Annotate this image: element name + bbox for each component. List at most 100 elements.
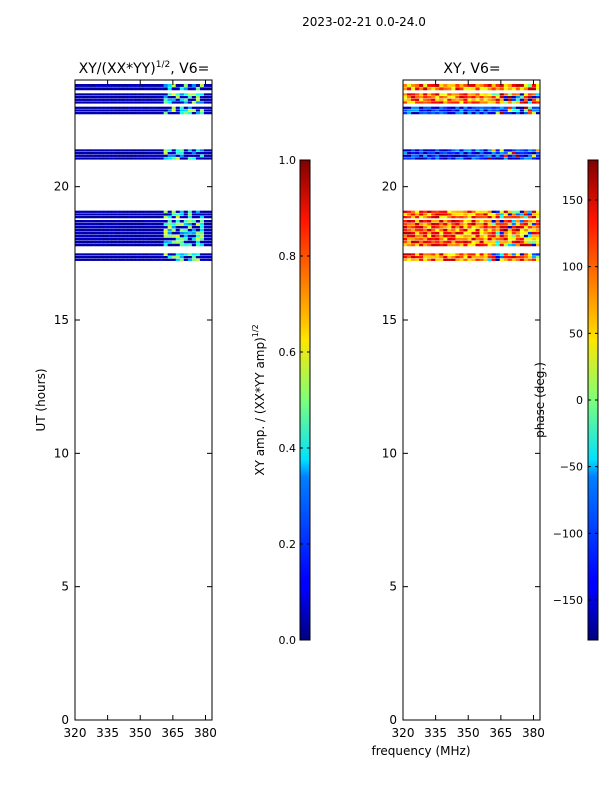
phase-heatmap-cell <box>403 258 408 261</box>
amp-heatmap-cell <box>83 106 88 109</box>
amp-heatmap-cell <box>199 106 205 109</box>
amp-heatmap-cell <box>87 216 92 219</box>
amp-heatmap-cell <box>175 256 181 259</box>
amp-heatmap-cell <box>115 210 120 213</box>
phase-heatmap-cell <box>467 93 472 96</box>
amp-heatmap-cell <box>167 243 173 247</box>
amp-heatmap-cell <box>107 210 112 213</box>
phase-heatmap-cell <box>419 93 424 96</box>
phase-heatmap-cell <box>447 112 452 115</box>
amp-heatmap-cell <box>163 222 168 226</box>
amp-heatmap-cell <box>151 109 156 112</box>
phase-heatmap-cell <box>503 256 509 259</box>
amp-heatmap-cell <box>171 256 177 259</box>
amp-heatmap-cell <box>159 101 164 104</box>
amp-heatmap-cell <box>187 84 193 87</box>
amp-heatmap-cell <box>99 253 104 256</box>
phase-heatmap-cell <box>419 256 424 259</box>
amp-ytick-label: 10 <box>54 446 69 460</box>
phase-heatmap-cell <box>475 210 480 213</box>
phase-heatmap-cell <box>447 225 452 229</box>
phase-heatmap-cell <box>483 149 488 152</box>
amp-heatmap-cell <box>159 93 164 96</box>
phase-heatmap-cell <box>471 240 476 244</box>
phase-heatmap-cell <box>527 216 533 219</box>
phase-heatmap-cell <box>419 152 424 155</box>
phase-heatmap-cell <box>503 84 509 87</box>
amp-heatmap-cell <box>207 93 213 96</box>
amp-heatmap-cell <box>111 234 116 238</box>
phase-heatmap-cell <box>455 258 460 261</box>
amp-heatmap-cell <box>87 87 92 91</box>
phase-heatmap-cell <box>411 213 416 216</box>
phase-heatmap-cell <box>527 231 533 235</box>
amp-heatmap-cell <box>203 93 209 96</box>
amp-heatmap-cell <box>155 213 160 216</box>
amp-heatmap-cell <box>111 96 116 99</box>
amp-heatmap-cell <box>115 112 120 115</box>
phase-heatmap-cell <box>511 213 517 216</box>
phase-heatmap-cell <box>443 96 448 99</box>
amp-heatmap-cell <box>99 237 104 241</box>
phase-heatmap-cell <box>439 225 444 229</box>
amp-heatmap-cell <box>83 237 88 241</box>
amp-heatmap-cell <box>163 93 168 96</box>
amp-heatmap-cell <box>75 149 80 152</box>
phase-heatmap-cell <box>403 152 408 155</box>
phase-heatmap-cell <box>423 87 428 91</box>
phase-heatmap-cell <box>523 216 529 219</box>
amp-heatmap-cell <box>187 231 193 235</box>
amp-heatmap-cell <box>79 253 84 256</box>
phase-heatmap-cell <box>471 253 476 256</box>
phase-heatmap-cell <box>443 225 448 229</box>
phase-heatmap-cell <box>439 87 444 91</box>
amp-heatmap-cell <box>91 152 96 155</box>
phase-heatmap-cell <box>515 228 521 232</box>
phase-colorbar-tick-label: −50 <box>560 461 583 474</box>
phase-heatmap-cell <box>531 157 537 160</box>
amp-heatmap-cell <box>171 213 177 216</box>
amp-heatmap-cell <box>95 225 100 229</box>
amp-heatmap-cell <box>183 231 189 235</box>
phase-heatmap-cell <box>511 98 517 101</box>
phase-heatmap-cell <box>527 234 533 238</box>
amp-heatmap-cell <box>199 216 205 219</box>
figure-suptitle: 2023-02-21 0.0-24.0 <box>302 15 426 29</box>
amp-heatmap-cell <box>183 216 189 219</box>
amp-heatmap-cell <box>147 213 152 216</box>
phase-heatmap-cell <box>431 101 436 104</box>
amp-heatmap-cell <box>191 228 197 232</box>
amp-heatmap-cell <box>99 228 104 232</box>
amp-heatmap-cell <box>195 87 201 91</box>
phase-heatmap-cell <box>443 84 448 87</box>
amp-heatmap-cell <box>191 93 197 96</box>
phase-heatmap-cell <box>403 96 408 99</box>
phase-heatmap-cell <box>427 106 432 109</box>
amp-heatmap-cell <box>147 149 152 152</box>
amp-heatmap-cell <box>207 157 213 160</box>
phase-heatmap-cell <box>507 96 513 99</box>
amp-heatmap-cell <box>187 216 193 219</box>
phase-heatmap-cell <box>419 154 424 157</box>
amp-heatmap-cell <box>179 98 185 101</box>
phase-heatmap-cell <box>455 231 460 235</box>
amp-heatmap-cell <box>75 154 80 157</box>
amp-heatmap-cell <box>95 234 100 238</box>
amp-heatmap-cell <box>143 240 148 244</box>
phase-heatmap-cell <box>415 220 420 223</box>
amp-heatmap-cell <box>199 225 205 229</box>
phase-heatmap-cell <box>471 213 476 216</box>
phase-heatmap-cell <box>411 152 416 155</box>
phase-heatmap-cell <box>435 237 440 241</box>
phase-heatmap-cell <box>535 98 541 101</box>
amp-heatmap-cell <box>207 240 213 244</box>
amp-heatmap-cell <box>123 231 128 235</box>
amp-heatmap-cell <box>147 106 152 109</box>
phase-heatmap-cell <box>471 98 476 101</box>
phase-heatmap-cell <box>415 84 420 87</box>
amp-colorbar: 0.00.20.40.60.81.0 XY amp. / (XX*YY amp)… <box>251 154 311 647</box>
phase-heatmap-cell <box>435 222 440 226</box>
phase-heatmap-cell <box>443 213 448 216</box>
phase-heatmap-cell <box>503 154 509 157</box>
amp-heatmap-cell <box>195 93 201 96</box>
